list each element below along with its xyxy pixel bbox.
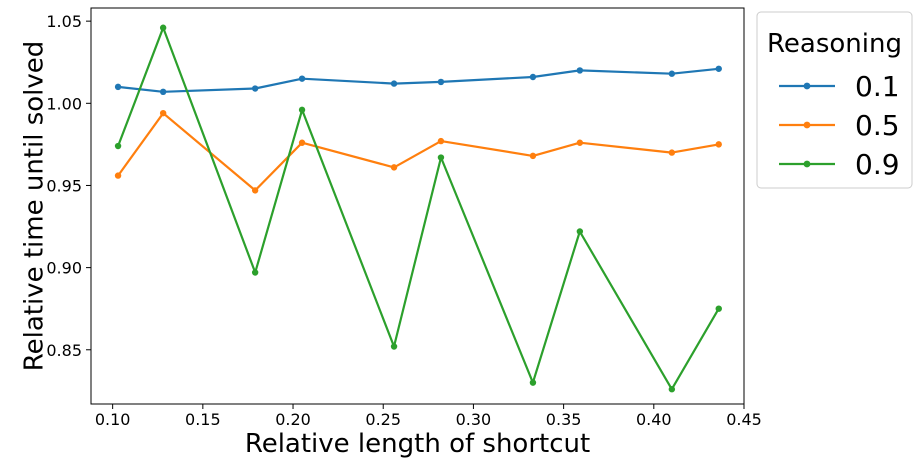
data-point	[715, 305, 722, 312]
legend-swatch-marker	[803, 82, 811, 90]
x-tick-label: 0.40	[636, 410, 672, 429]
data-point	[390, 164, 398, 171]
series-0.9	[114, 24, 722, 393]
y-tick-label: 0.85	[46, 341, 82, 360]
data-point	[251, 269, 259, 276]
data-point	[437, 154, 445, 161]
data-point	[159, 109, 167, 117]
data-point	[668, 149, 676, 156]
x-tick-label: 0.15	[185, 410, 221, 429]
x-tick-label: 0.20	[275, 410, 311, 429]
data-point	[390, 343, 398, 350]
y-tick-label: 1.00	[46, 94, 82, 113]
legend-box	[756, 11, 913, 189]
data-point	[529, 152, 537, 160]
data-point	[576, 228, 584, 235]
plot-frame	[90, 7, 745, 405]
x-tick-label: 0.25	[365, 410, 401, 429]
data-point	[437, 137, 445, 145]
series-line	[117, 26, 720, 391]
series-0.5	[114, 109, 722, 194]
y-axis-label: Relative time until solved	[20, 41, 50, 372]
data-point	[668, 386, 676, 393]
legend: Reasoning 0.1 0.5 0.9	[756, 11, 913, 189]
legend-swatch-marker	[803, 160, 811, 168]
x-tick-label: 0.10	[95, 410, 131, 429]
y-tick-label: 0.90	[46, 259, 82, 278]
series-line	[117, 67, 719, 93]
legend-label: 0.5	[855, 109, 900, 142]
data-point	[529, 73, 537, 81]
data-point	[529, 379, 537, 386]
data-point	[715, 141, 722, 148]
legend-label: 0.1	[855, 70, 900, 103]
data-point	[159, 88, 167, 96]
x-axis: 0.10 0.15 0.20 0.25 0.30 0.35 0.40 0.45	[95, 404, 762, 429]
series-0.1	[114, 65, 722, 96]
data-point	[114, 142, 122, 150]
legend-item: 0.1	[779, 70, 900, 103]
data-point	[114, 83, 122, 91]
data-point	[159, 24, 167, 31]
data-point	[298, 75, 306, 82]
data-point	[576, 67, 584, 74]
y-axis: 0.85 0.90 0.95 1.00 1.05	[46, 12, 91, 360]
data-point	[298, 106, 306, 114]
legend-swatch-marker	[803, 121, 811, 129]
data-point	[390, 80, 398, 87]
x-tick-label: 0.30	[456, 410, 492, 429]
y-tick-label: 1.05	[46, 12, 82, 31]
x-tick-label: 0.45	[726, 410, 762, 429]
series-line	[117, 112, 719, 192]
data-point	[298, 139, 306, 146]
legend-item: 0.9	[779, 148, 900, 181]
legend-title: Reasoning	[767, 29, 902, 59]
data-point	[251, 187, 259, 194]
data-point	[715, 65, 722, 72]
data-point	[668, 70, 676, 77]
plot-area	[90, 7, 745, 405]
x-axis-label: Relative length of shortcut	[245, 429, 590, 459]
x-tick-label: 0.35	[546, 410, 582, 429]
y-tick-label: 0.95	[46, 176, 82, 195]
data-point	[114, 172, 122, 179]
legend-item: 0.5	[779, 109, 900, 142]
data-point	[437, 78, 445, 86]
data-point	[576, 139, 584, 146]
legend-label: 0.9	[855, 148, 900, 181]
data-point	[251, 85, 259, 92]
